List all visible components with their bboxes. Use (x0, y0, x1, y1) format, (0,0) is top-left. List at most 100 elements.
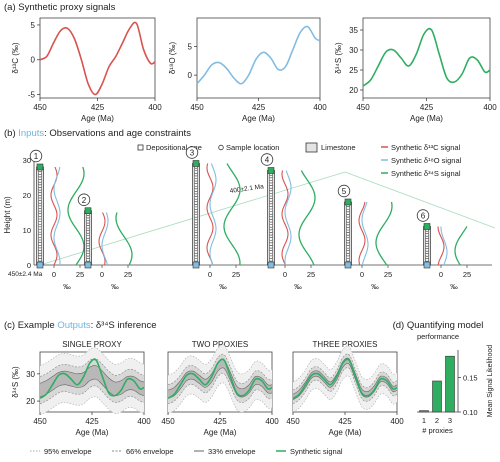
xlabel: # proxies (422, 426, 453, 435)
ytick-label: 30 (349, 46, 358, 55)
section-permil: ‰ (219, 282, 227, 291)
xtick-label: 425 (420, 103, 434, 112)
series-line (196, 25, 321, 85)
ytick-label: 0.15 (463, 374, 478, 383)
title-d-line2: performance (417, 332, 459, 341)
trace-c13 (50, 166, 58, 266)
section-xtick-label-0: 0 (52, 270, 56, 279)
section-number: 5 (342, 187, 347, 196)
title-c: (c) Example Outputs: δ³⁴S inference (4, 320, 156, 331)
age-marker-top (344, 198, 352, 206)
legend-95: 95% envelope (44, 447, 92, 456)
section-xtick-label-0: 0 (439, 270, 443, 279)
section-number-circle (260, 153, 274, 166)
ytick-label: 0.10 (463, 408, 478, 417)
ytick-label: 35 (349, 26, 358, 35)
ytick-label: 0 (188, 71, 193, 80)
title-a: (a) Synthetic proxy signals (4, 2, 116, 13)
legend-limestone: Limestone (321, 143, 356, 152)
ylabel: δ¹³C (‰) (11, 42, 20, 73)
age-marker-top (84, 207, 92, 215)
section-permil: ‰ (450, 282, 458, 291)
xtick-label: 425 (213, 417, 227, 426)
ytick-label: 20 (349, 86, 358, 95)
envelope-e33-upper (292, 357, 398, 395)
section-number: 4 (265, 156, 270, 165)
trace-c13 (206, 163, 214, 266)
panel-title: SINGLE PROXY (62, 340, 122, 349)
panel-a3: 450 425 400 20 25 30 35 Age (Ma) δ³⁴S (‰) (334, 17, 497, 123)
legend-sample-location-marker (218, 144, 224, 151)
section-4: 4 0 25 ‰ (260, 153, 316, 291)
envelope-e66-upper (167, 353, 273, 386)
section-number-circle (29, 149, 43, 163)
trace-o18 (361, 201, 369, 266)
ytick-label: 5 (188, 43, 193, 52)
legend-b: Depositional age Sample location Limesto… (137, 142, 462, 178)
trace-s34 (67, 166, 85, 266)
bar-category-label: 2 (435, 416, 439, 425)
xtick-label: 425 (338, 417, 352, 426)
envelope-e33 (40, 365, 144, 397)
trace-s34 (375, 201, 393, 266)
panel-b-ylabel: Height (m) (3, 196, 12, 234)
section-permil: ‰ (371, 282, 379, 291)
trace-c13 (98, 212, 106, 266)
bar-3 (445, 355, 455, 413)
section-permil: ‰ (63, 282, 71, 291)
legend-33: 33% envelope (208, 447, 256, 456)
title-c-pre: (c) Example (4, 320, 57, 331)
section-xtick-label-25: 25 (384, 270, 392, 279)
xtick-label: 450 (356, 103, 370, 112)
panel-b-ytick-30: 30 (23, 156, 31, 165)
legend-66: 66% envelope (126, 447, 174, 456)
ylabel: δ³⁴S (‰) (334, 42, 343, 74)
age-marker-base (423, 261, 431, 269)
section-permil: ‰ (294, 282, 302, 291)
trace-o18 (53, 166, 61, 266)
section-number: 3 (190, 149, 195, 158)
xlabel: Age (Ma) (76, 428, 109, 437)
xlabel: Age (Ma) (329, 428, 362, 437)
ylabel: Mean Signal Likelihood (487, 345, 494, 417)
age-marker-base (192, 261, 200, 269)
xtick-label: 400 (265, 417, 279, 426)
section-number: 2 (82, 196, 87, 205)
ytick-label: -5 (28, 91, 36, 100)
synthetic-line (167, 358, 273, 400)
xlabel: Age (Ma) (410, 114, 443, 123)
trace-s34 (115, 212, 133, 266)
legend-c13: Synthetic δ¹³C signal (391, 143, 461, 152)
section-number-circle (337, 184, 351, 198)
trace-o18 (209, 163, 217, 266)
envelope-e33-lower (292, 363, 398, 400)
panel-title: THREE PROXIES (313, 340, 378, 349)
panel-b-ytick-10: 10 (23, 226, 31, 235)
section-xtick-label-25: 25 (307, 270, 315, 279)
xtick-label: 400 (390, 417, 404, 426)
trace-o18 (440, 226, 448, 266)
xlabel: Age (Ma) (204, 428, 237, 437)
ylabel: δ³⁴S (‰) (11, 366, 20, 398)
envelope-e95-upper (292, 345, 398, 383)
trace-c13 (437, 226, 445, 266)
panel-c3: THREE PROXIES 450 425 400 Age (Ma) (286, 340, 404, 437)
panel-c2: TWO PROXIES 450 425 400 Age (Ma) (161, 340, 279, 437)
bar-category-label: 1 (422, 416, 426, 425)
age-correlation-line-lower (344, 171, 496, 229)
section-xtick-label-0: 0 (100, 270, 104, 279)
trace-s34 (298, 170, 316, 266)
trace-s34 (223, 163, 241, 266)
xtick-label: 450 (33, 417, 47, 426)
synthetic-line (292, 358, 398, 400)
section-xtick-label-25: 25 (232, 270, 240, 279)
ytick-label: 30 (26, 370, 35, 379)
panel-title: TWO PROXIES (192, 340, 248, 349)
trace-c13 (281, 170, 289, 266)
panel-c1: SINGLE PROXY 450 425 400 20 30 Age (Ma) δ³⁴S (‰… (11, 340, 151, 437)
legend-o18: Synthetic δ¹⁸O signal (391, 156, 462, 165)
xtick-label: 400 (148, 103, 162, 112)
envelope-e95-upper (167, 344, 273, 376)
